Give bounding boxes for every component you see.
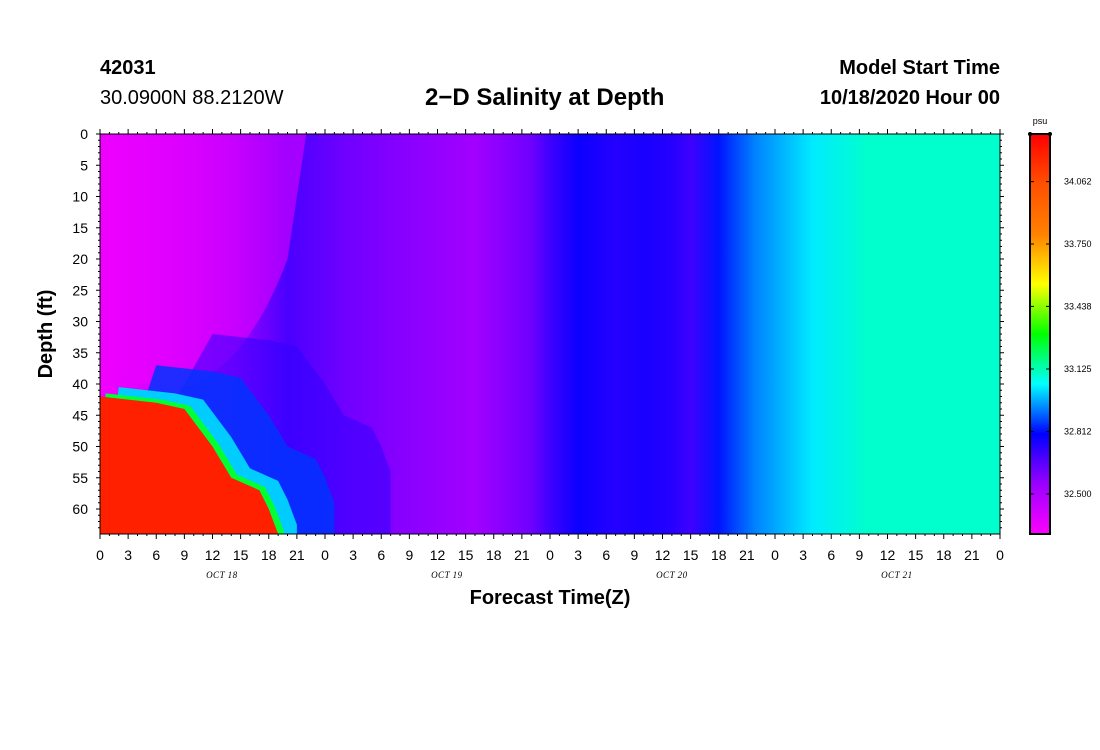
colorbar-corner: [1048, 132, 1052, 136]
station-id: 42031: [100, 57, 156, 79]
x-tick-label: 0: [996, 547, 1004, 563]
colorbar-corner: [1028, 132, 1032, 136]
y-tick-label: 20: [72, 251, 88, 267]
chart-title: 2−D Salinity at Depth: [425, 84, 665, 111]
colorbar-tick-label: 33.438: [1064, 301, 1092, 311]
x-tick-label: 6: [602, 547, 610, 563]
x-tick-label: 9: [855, 547, 863, 563]
y-tick-label: 10: [72, 189, 88, 205]
y-tick-label: 35: [72, 345, 88, 361]
x-day-label: OCT 21: [881, 570, 913, 580]
x-tick-label: 9: [630, 547, 638, 563]
x-tick-label: 0: [771, 547, 779, 563]
model-start-label: Model Start Time: [839, 57, 1000, 79]
x-tick-label: 18: [711, 547, 727, 563]
x-tick-label: 21: [514, 547, 530, 563]
x-tick-label: 15: [233, 547, 249, 563]
y-tick-label: 0: [80, 126, 88, 142]
x-tick-label: 3: [124, 547, 132, 563]
x-tick-label: 15: [683, 547, 699, 563]
x-tick-label: 3: [574, 547, 582, 563]
x-tick-label: 18: [936, 547, 952, 563]
x-tick-label: 9: [180, 547, 188, 563]
x-tick-label: 3: [799, 547, 807, 563]
colorbar-tick-label: 33.125: [1064, 364, 1092, 374]
colorbar-tick-label: 32.812: [1064, 427, 1092, 437]
x-tick-label: 15: [458, 547, 474, 563]
y-tick-label: 40: [72, 376, 88, 392]
colorbar-tick-label: 33.750: [1064, 239, 1092, 249]
y-tick-label: 25: [72, 282, 88, 298]
station-location: 30.0900N 88.2120W: [100, 87, 284, 109]
y-tick-label: 30: [72, 314, 88, 330]
x-tick-label: 21: [964, 547, 980, 563]
x-tick-label: 18: [261, 547, 277, 563]
x-axis-title: Forecast Time(Z): [470, 587, 631, 609]
y-tick-label: 15: [72, 220, 88, 236]
y-tick-label: 60: [72, 501, 88, 517]
x-tick-label: 15: [908, 547, 924, 563]
x-day-label: OCT 19: [431, 570, 463, 580]
colorbar-tick-label: 34.062: [1064, 177, 1092, 187]
x-tick-label: 9: [405, 547, 413, 563]
y-axis: 0 5 10 15 20 25 30 35 40 45 50 55 60: [72, 126, 1004, 529]
low-salinity-core: [100, 134, 307, 388]
colorbar-unit: psu: [1033, 116, 1048, 126]
x-tick-label: 3: [349, 547, 357, 563]
x-tick-label: 0: [96, 547, 104, 563]
y-tick-label: 55: [72, 470, 88, 486]
y-tick-label: 50: [72, 439, 88, 455]
high-salinity-layer: [100, 396, 279, 534]
x-day-label: OCT 18: [206, 570, 238, 580]
x-tick-label: 12: [880, 547, 896, 563]
x-day-label: OCT 20: [656, 570, 688, 580]
x-tick-label: 21: [739, 547, 755, 563]
colorbar-tick-label: 32.500: [1064, 489, 1092, 499]
heatmap-plot-area: [100, 134, 1000, 534]
colorbar: psu 34.062 33.750 33.438 33.125 32.812 32.500: [1028, 116, 1092, 535]
x-axis: 0 3 6 9 12 15 18 21 0 3 6 9 12 15 18 21 0 3 6 9 12 15 18 21 0 3 6 9…: [96, 129, 1004, 580]
x-tick-label: 18: [486, 547, 502, 563]
colorbar-gradient: [1029, 133, 1051, 535]
x-tick-label: 21: [289, 547, 305, 563]
x-tick-label: 0: [321, 547, 329, 563]
x-tick-label: 12: [205, 547, 221, 563]
y-axis-title: Depth (ft): [35, 290, 57, 379]
x-tick-label: 6: [152, 547, 160, 563]
x-tick-label: 12: [430, 547, 446, 563]
x-tick-label: 6: [827, 547, 835, 563]
x-tick-label: 6: [377, 547, 385, 563]
x-tick-label: 0: [546, 547, 554, 563]
y-tick-label: 45: [72, 407, 88, 423]
model-start-time: 10/18/2020 Hour 00: [819, 87, 1000, 109]
x-tick-label: 12: [655, 547, 671, 563]
y-tick-label: 5: [80, 157, 88, 173]
